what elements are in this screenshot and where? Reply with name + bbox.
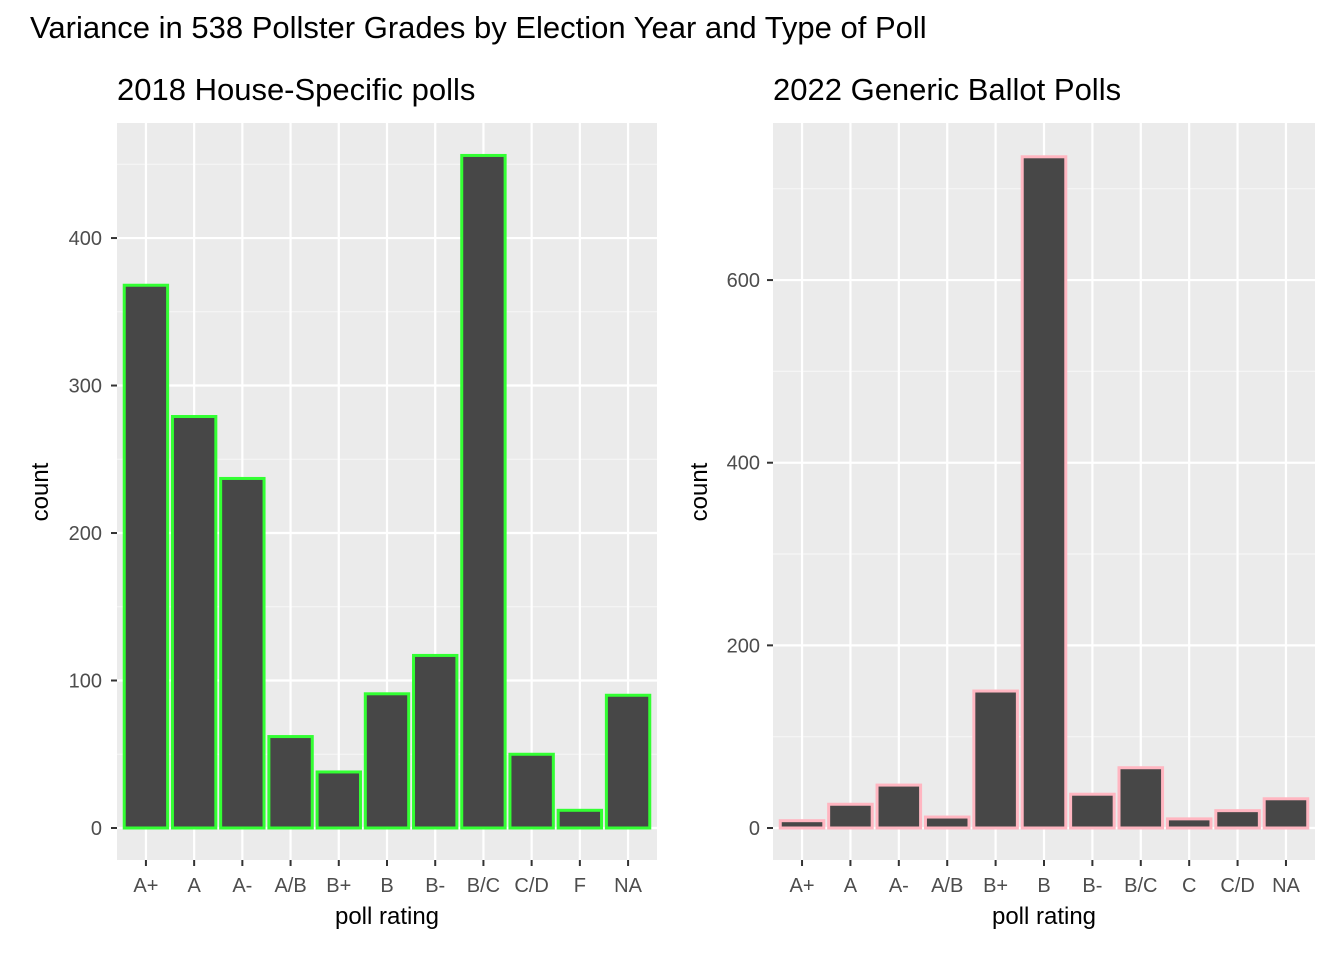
bar-A/B xyxy=(267,735,314,830)
bar-C xyxy=(1165,817,1213,830)
x-axis-title: poll rating xyxy=(335,903,439,930)
bar-A+ xyxy=(122,283,170,830)
bar-B- xyxy=(1069,792,1116,830)
y-tick-label: 400 xyxy=(69,228,102,250)
x-tick-label: C/D xyxy=(514,875,548,897)
bar-A xyxy=(827,802,874,830)
x-tick-label: A- xyxy=(889,875,909,897)
bar-B xyxy=(1020,155,1068,830)
chart-panel-1: 0 100 200 300 400 A+ A A- A/B B+ B B- B/C C/D F NA 2018 … xyxy=(27,72,657,930)
y-axis-title: count xyxy=(27,462,54,521)
x-tick-label: C xyxy=(1182,875,1196,897)
bar-NA xyxy=(604,693,652,830)
x-tick-label: B/C xyxy=(1124,875,1157,897)
x-tick-label: A+ xyxy=(790,875,815,897)
chart-panel-2: 0 200 400 600 A+ A A- A/B B+ B B- B/C C C/D NA 2022 Gen… xyxy=(686,72,1315,930)
x-tick-label: A- xyxy=(232,875,252,897)
y-tick-label: 0 xyxy=(91,818,102,840)
x-tick-label: A/B xyxy=(931,875,963,897)
y-tick-label: 600 xyxy=(727,270,760,292)
y-axis-title: count xyxy=(686,462,713,521)
y-tick-label: 200 xyxy=(727,635,760,657)
bar-B+ xyxy=(972,689,1019,830)
panel-title: 2022 Generic Ballot Polls xyxy=(773,72,1121,107)
panel-title: 2018 House-Specific polls xyxy=(117,72,475,107)
x-tick-label: B- xyxy=(425,875,445,897)
x-tick-label: B xyxy=(1037,875,1050,897)
bar-A- xyxy=(875,783,923,830)
x-tick-label: B/C xyxy=(467,875,500,897)
bar-C/D xyxy=(1214,809,1261,830)
x-tick-label: A+ xyxy=(133,875,158,897)
bar-C/D xyxy=(508,752,555,830)
bar-F xyxy=(556,808,604,830)
x-tick-label: B+ xyxy=(983,875,1008,897)
x-tick-label: A/B xyxy=(274,875,306,897)
y-tick-label: 200 xyxy=(69,523,102,545)
x-tick-label: F xyxy=(574,875,586,897)
y-tick-label: 400 xyxy=(727,453,760,475)
y-tick-label: 100 xyxy=(69,671,102,693)
bar-A+ xyxy=(778,819,826,830)
bar-B+ xyxy=(315,770,362,830)
bar-A- xyxy=(219,476,266,830)
bar-B/C xyxy=(1117,766,1165,830)
x-tick-label: A xyxy=(844,875,858,897)
x-tick-label: B+ xyxy=(326,875,351,897)
bar-B- xyxy=(412,653,459,830)
bar-A xyxy=(170,415,218,830)
bar-B/C xyxy=(460,153,507,830)
bar-A/B xyxy=(923,815,971,830)
x-tick-label: B xyxy=(380,875,393,897)
x-tick-label: C/D xyxy=(1220,875,1254,897)
x-tick-label: A xyxy=(187,875,201,897)
bar-B xyxy=(363,692,411,830)
bar-NA xyxy=(1262,797,1310,830)
x-tick-label: B- xyxy=(1082,875,1102,897)
y-tick-label: 0 xyxy=(749,818,760,840)
x-tick-label: NA xyxy=(1272,875,1300,897)
x-axis-title: poll rating xyxy=(992,903,1096,930)
y-tick-label: 300 xyxy=(69,376,102,398)
x-tick-label: NA xyxy=(614,875,642,897)
figure-title: Variance in 538 Pollster Grades by Elect… xyxy=(30,10,927,45)
